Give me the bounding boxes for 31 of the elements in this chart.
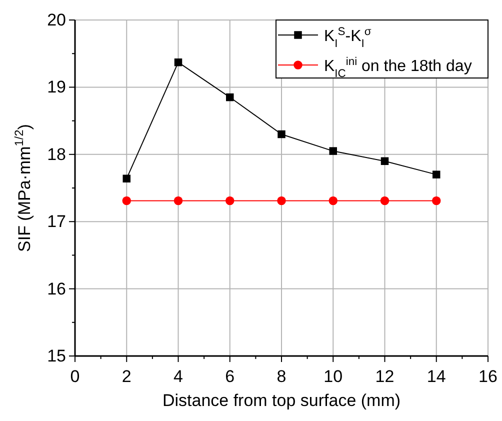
x-tick-label: 2 [122,367,132,386]
point [277,196,286,206]
y-tick-label: 19 [47,78,66,97]
point [122,174,130,182]
x-tick-label: 4 [174,367,183,386]
y-tick-label: 17 [47,212,66,232]
point [278,130,286,138]
y-tick-label: 15 [47,346,66,366]
point [226,93,234,102]
x-tick-label: 10 [324,367,343,386]
point [174,196,183,206]
y-tick-label: 20 [47,10,66,30]
point [432,170,440,178]
x-tick-label: 6 [225,367,235,386]
x-tick-label: 8 [276,367,286,386]
x-tick-label: 12 [375,367,394,386]
y-tick-label: 18 [47,144,66,164]
x-tick-label: 16 [478,367,498,386]
point [174,58,182,66]
x-tick-label: 0 [70,367,80,386]
legend-label: K$_{IC}$$^{ini}$ on the 18th day [324,56,472,80]
point [329,147,337,155]
point [328,196,338,206]
point [226,196,234,206]
point [380,157,389,165]
point [380,196,390,206]
x-axis-title: Distance from top surface (mm) [162,391,401,410]
y-tick-label: 16 [47,279,66,298]
x-tick-label: 14 [426,367,446,386]
point [432,196,441,206]
point [122,196,131,206]
